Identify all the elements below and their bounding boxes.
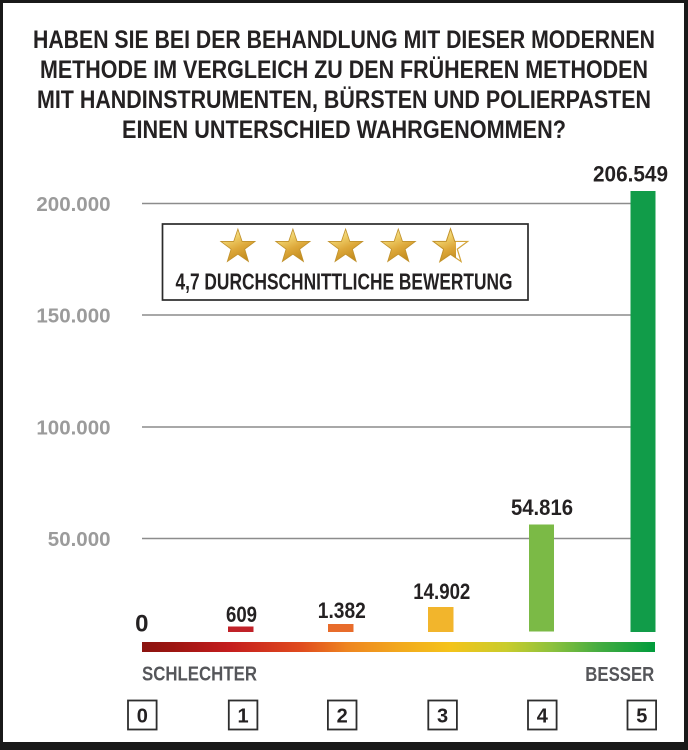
svg-text:50.000: 50.000: [48, 528, 111, 551]
svg-text:0: 0: [135, 611, 148, 638]
svg-text:150.000: 150.000: [36, 304, 110, 327]
svg-text:0: 0: [137, 705, 148, 727]
svg-text:4,7 DURCHSCHNITTLICHE BEWERTUN: 4,7 DURCHSCHNITTLICHE BEWERTUNG: [176, 269, 513, 295]
svg-text:609: 609: [226, 602, 257, 627]
svg-text:14.902: 14.902: [413, 579, 470, 604]
svg-text:BESSER: BESSER: [585, 663, 654, 686]
svg-text:5: 5: [636, 705, 647, 727]
svg-text:METHODE IM VERGLEICH ZU DEN FR: METHODE IM VERGLEICH ZU DEN FRÜHEREN MET…: [40, 55, 648, 84]
svg-text:1.382: 1.382: [318, 598, 366, 623]
svg-text:3: 3: [437, 705, 448, 727]
svg-text:100.000: 100.000: [36, 416, 110, 439]
svg-text:2: 2: [337, 705, 348, 727]
svg-text:54.816: 54.816: [511, 495, 573, 520]
svg-text:200.000: 200.000: [36, 193, 110, 216]
svg-text:4: 4: [537, 705, 549, 727]
svg-text:MIT HANDINSTRUMENTEN, BÜRSTEN: MIT HANDINSTRUMENTEN, BÜRSTEN UND POLIER…: [37, 85, 651, 114]
svg-text:SCHLECHTER: SCHLECHTER: [142, 663, 257, 686]
svg-text:1: 1: [238, 705, 249, 727]
svg-text:HABEN SIE BEI DER BEHANDLUNG M: HABEN SIE BEI DER BEHANDLUNG MIT DIESER …: [33, 26, 655, 54]
svg-text:EINEN UNTERSCHIED WAHRGENOMMEN: EINEN UNTERSCHIED WAHRGENOMMEN?: [122, 116, 566, 144]
svg-text:206.549: 206.549: [593, 162, 668, 187]
